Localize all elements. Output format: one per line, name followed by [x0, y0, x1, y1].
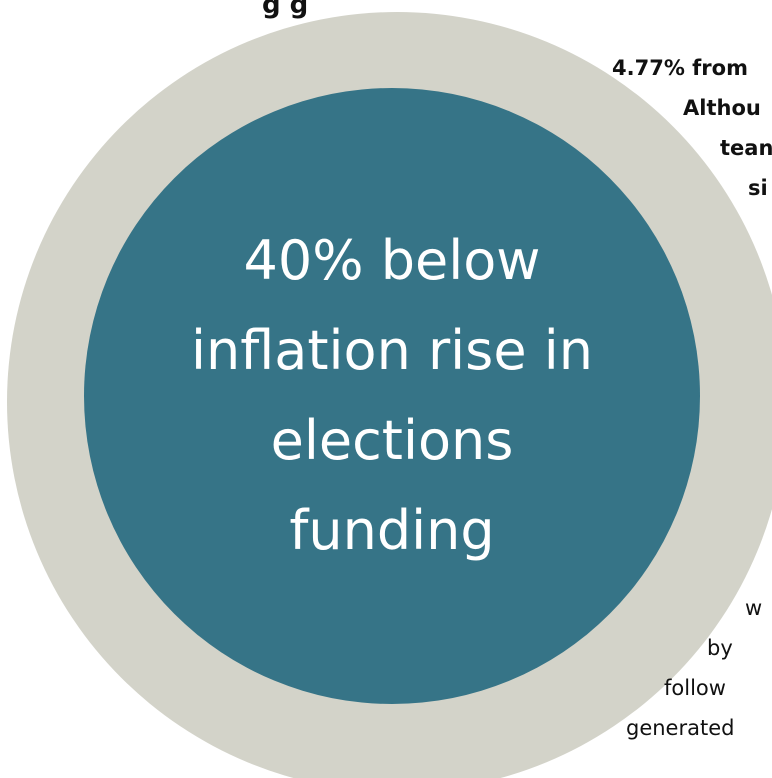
body-text-line-1: w [745, 596, 763, 620]
body-text-line-4: generated [626, 716, 735, 740]
body-text-line-2: by [707, 636, 733, 660]
headline-line-1: 40% below [243, 229, 541, 292]
headline-line-4: funding [289, 499, 495, 562]
headline-line-2: inflation rise in [191, 319, 593, 382]
headline-line-3: elections [270, 409, 514, 472]
bold-text-line-1: 4.77% from [612, 56, 748, 80]
inner-disc [84, 88, 700, 704]
top-heading-fragment: g g [262, 0, 309, 20]
headline-statement: 40% below inflation rise in elections fu… [112, 216, 672, 576]
bold-text-line-4: si [748, 176, 768, 200]
body-text-line-3: follow [664, 676, 726, 700]
bold-text-line-3: tean [720, 136, 772, 160]
bold-text-line-2: Althou [683, 96, 761, 120]
